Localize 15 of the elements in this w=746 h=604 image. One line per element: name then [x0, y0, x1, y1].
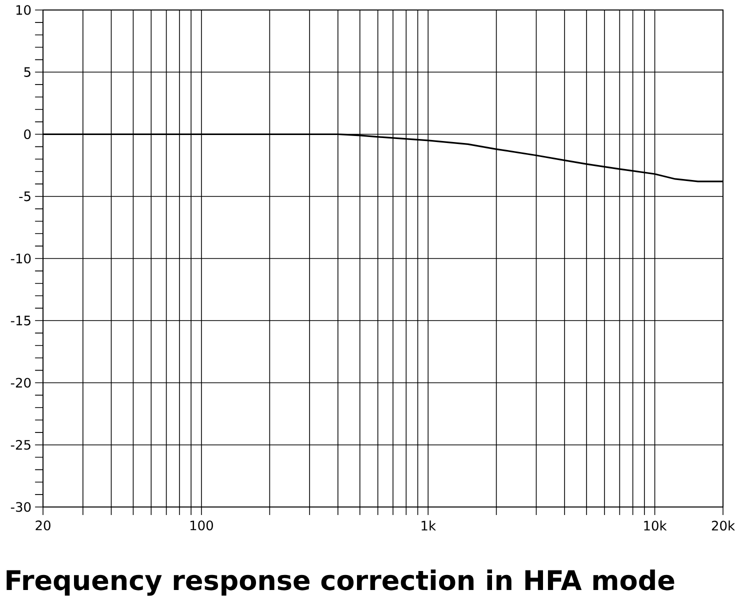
x-tick-label: 20k: [712, 520, 735, 531]
y-tick-label: -25: [10, 440, 30, 450]
x-tick-label: 100: [190, 520, 213, 530]
y-tick-label: -30: [10, 502, 31, 512]
x-tick-label: 1k: [422, 520, 436, 530]
text: Frequency response correction in HFA mode: [6, 569, 674, 596]
y-tick-label: -5: [19, 192, 30, 202]
y-tick-label: 0: [24, 129, 31, 140]
y-tick-label: -15: [10, 316, 30, 326]
y-tick-label: 5: [24, 67, 30, 77]
y-tick-label: -10: [10, 254, 31, 264]
x-tick-label: 10k: [644, 520, 667, 531]
y-tick-label: 10: [16, 5, 31, 15]
y-tick-label: -20: [10, 378, 31, 388]
x-tick-label: 20: [36, 520, 50, 530]
